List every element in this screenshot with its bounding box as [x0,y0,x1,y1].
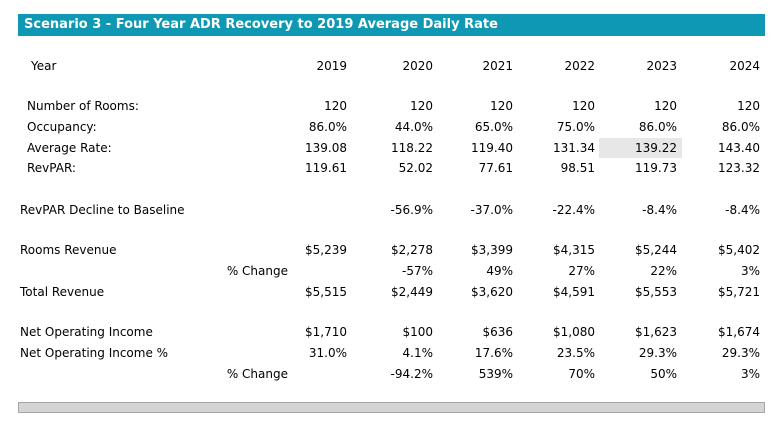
rooms-revenue-2024: $5,402 [718,243,760,257]
occupancy-2024: 86.0% [721,120,760,134]
average-rate-label: Average Rate: [27,141,112,155]
rooms-2020: 120 [410,99,433,113]
revpar-label: RevPAR: [27,161,76,175]
average-rate-2024: 143.40 [718,141,760,155]
total-revenue-2019: $5,515 [305,285,347,299]
year-2021: 2021 [482,59,513,73]
total-revenue-2022: $4,591 [553,285,595,299]
revpar-2024: 123.32 [718,161,760,175]
revpar-2019: 119.61 [305,161,347,175]
year-2019: 2019 [316,59,347,73]
total-revenue-label: Total Revenue [20,285,105,299]
year-label: Year [31,59,57,73]
total-revenue-2021: $3,620 [471,285,513,299]
revpar-decline-2021: -37.0% [470,203,513,217]
occupancy-2019: 86.0% [308,120,347,134]
year-header-row: Year 2019 2020 2021 2022 2023 2024 [0,56,783,76]
noi-pct-label: Net Operating Income % [20,346,169,360]
revpar-decline-label: RevPAR Decline to Baseline [20,203,185,217]
rooms-revenue-change-2022: 27% [568,264,595,278]
year-2023: 2023 [646,59,677,73]
occupancy-2021: 65.0% [474,120,513,134]
average-rate-2022: 131.34 [553,141,595,155]
rooms-2024: 120 [737,99,760,113]
revpar-2023: 119.73 [635,161,677,175]
noi-2019: $1,710 [305,325,347,339]
rooms-revenue-row: Rooms Revenue $5,239 $2,278 $3,399 $4,31… [0,240,783,260]
noi-change-2023: 50% [650,367,677,381]
average-rate-row: Average Rate: 139.08 118.22 119.40 131.3… [0,138,783,158]
rooms-revenue-change-2023: 22% [650,264,677,278]
rooms-revenue-change-2024: 3% [740,264,760,278]
rooms-2019: 120 [324,99,347,113]
noi-change-2024: 3% [740,367,760,381]
average-rate-2020: 118.22 [391,141,433,155]
average-rate-2023-selected-cell[interactable]: 139.22 [599,138,682,158]
rooms-row: Number of Rooms: 120 120 120 120 120 120 [0,96,783,116]
revpar-2021: 77.61 [478,161,513,175]
total-revenue-2024: $5,721 [718,285,760,299]
noi-2024: $1,674 [718,325,760,339]
total-revenue-row: Total Revenue $5,515 $2,449 $3,620 $4,59… [0,282,783,302]
rooms-revenue-change-2021: 49% [486,264,513,278]
noi-pct-2020: 4.1% [402,346,434,360]
revpar-decline-2020: -56.9% [390,203,433,217]
rooms-revenue-change-2020: -57% [401,264,433,278]
occupancy-2023: 86.0% [638,120,677,134]
occupancy-row: Occupancy: 86.0% 44.0% 65.0% 75.0% 86.0%… [0,117,783,137]
noi-pct-2023: 29.3% [638,346,677,360]
revpar-decline-2022: -22.4% [552,203,595,217]
noi-2020: $100 [402,325,433,339]
year-2020: 2020 [402,59,433,73]
rooms-2021: 120 [490,99,513,113]
occupancy-2020: 44.0% [394,120,433,134]
noi-2022: $1,080 [553,325,595,339]
revpar-2022: 98.51 [560,161,595,175]
noi-label: Net Operating Income [20,325,153,339]
noi-pct-row: Net Operating Income % 31.0% 4.1% 17.6% … [0,343,783,363]
occupancy-2022: 75.0% [556,120,595,134]
revpar-row: RevPAR: 119.61 52.02 77.61 98.51 119.73 … [0,158,783,178]
revpar-decline-2024: -8.4% [725,203,760,217]
total-revenue-2020: $2,449 [391,285,433,299]
noi-change-2020: -94.2% [390,367,433,381]
rooms-2023: 120 [654,99,677,113]
rooms-revenue-2023: $5,244 [635,243,677,257]
rooms-revenue-2020: $2,278 [391,243,433,257]
occupancy-label: Occupancy: [27,120,97,134]
table-title: Scenario 3 - Four Year ADR Recovery to 2… [18,14,765,36]
revpar-decline-row: RevPAR Decline to Baseline -56.9% -37.0%… [0,200,783,220]
rooms-revenue-2019: $5,239 [305,243,347,257]
noi-pct-2022: 23.5% [556,346,595,360]
horizontal-scrollbar[interactable] [18,402,765,413]
year-2022: 2022 [564,59,595,73]
noi-pct-2019: 31.0% [308,346,347,360]
rooms-revenue-label: Rooms Revenue [20,243,117,257]
average-rate-2021: 119.40 [471,141,513,155]
noi-change-label: % Change [226,367,288,381]
noi-change-row: % Change -94.2% 539% 70% 50% 3% [0,364,783,384]
rooms-2022: 120 [572,99,595,113]
noi-row: Net Operating Income $1,710 $100 $636 $1… [0,322,783,342]
noi-2021: $636 [482,325,513,339]
noi-pct-2021: 17.6% [474,346,513,360]
rooms-revenue-change-label: % Change [226,264,288,278]
year-2024: 2024 [729,59,760,73]
revpar-decline-2023: -8.4% [642,203,677,217]
noi-2023: $1,623 [635,325,677,339]
noi-change-2021: 539% [478,367,513,381]
rooms-label: Number of Rooms: [27,99,139,113]
rooms-revenue-2021: $3,399 [471,243,513,257]
noi-pct-2024: 29.3% [721,346,760,360]
noi-change-2022: 70% [568,367,595,381]
total-revenue-2023: $5,553 [635,285,677,299]
rooms-revenue-change-row: % Change -57% 49% 27% 22% 3% [0,261,783,281]
revpar-2020: 52.02 [398,161,433,175]
rooms-revenue-2022: $4,315 [553,243,595,257]
average-rate-2019: 139.08 [305,141,347,155]
